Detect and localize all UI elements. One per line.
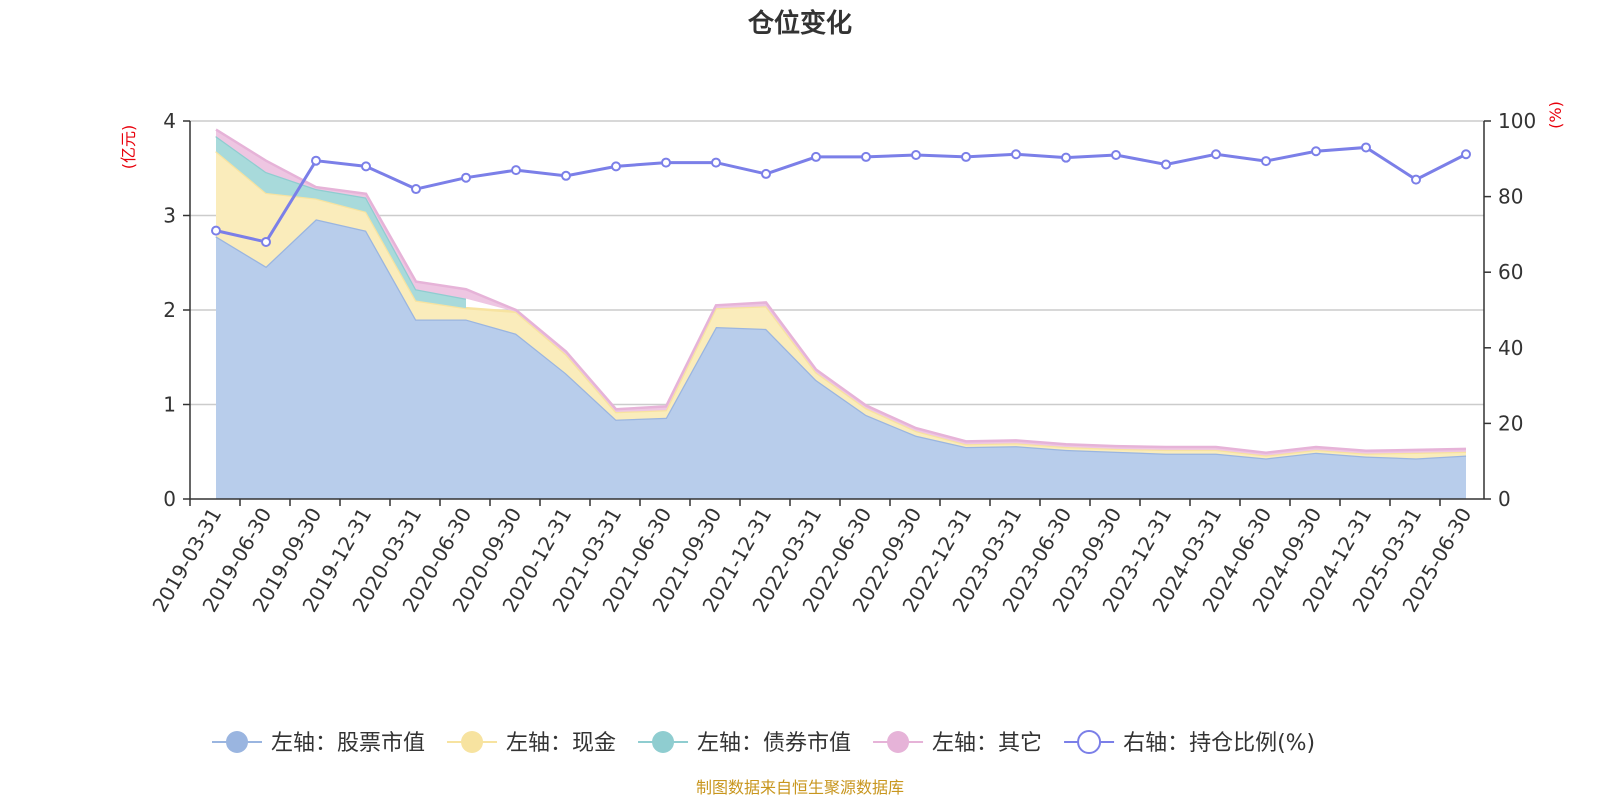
axes: [183, 120, 1491, 506]
ratio-point: [1011, 149, 1021, 160]
legend-item-0: 左轴：股票市值: [212, 731, 425, 756]
right-tick-label: 60: [1498, 260, 1523, 284]
left-tick-label: 3: [163, 204, 176, 228]
legend: 左轴：股票市值 左轴：现金 左轴：债券市值 左轴：其它 右轴：持仓比例(%): [212, 730, 1315, 756]
ratio-point: [361, 161, 371, 172]
right-tick-label: 40: [1498, 336, 1523, 360]
legend-swatch-marker: [1077, 730, 1102, 754]
legend-label: 左轴：其它: [932, 731, 1042, 756]
ratio-point: [711, 157, 721, 168]
area-2: [216, 136, 466, 309]
area-1: [216, 151, 1466, 459]
ratio-point: [1061, 152, 1071, 163]
left-axis-ticks: 0 1 2 3 4: [163, 109, 176, 511]
legend-label: 左轴：现金: [506, 731, 616, 756]
legend-label: 右轴：持仓比例(%): [1123, 731, 1315, 756]
ratio-point: [411, 184, 421, 195]
ratio-point: [261, 236, 271, 247]
x-axis-ticks: 2019-03-312019-06-302019-09-302019-12-31…: [147, 504, 1476, 617]
chart-title: 仓位变化: [747, 8, 852, 39]
legend-swatch-marker: [652, 731, 675, 753]
area-3: [216, 129, 1466, 456]
left-tick-label: 4: [163, 109, 176, 133]
ratio-point: [211, 225, 221, 236]
ratio-point: [1261, 156, 1271, 167]
ratio-point: [1111, 150, 1121, 161]
ratio-point: [561, 170, 571, 181]
legend-item-4: 右轴：持仓比例(%): [1064, 730, 1315, 756]
legend-swatch-marker: [461, 731, 484, 753]
ratio-point: [461, 172, 471, 183]
right-tick-label: 100: [1498, 109, 1536, 133]
ratio-point: [1361, 142, 1371, 153]
ratio-point: [811, 151, 821, 162]
ratio-point: [911, 150, 921, 161]
ratio-point: [961, 151, 971, 162]
legend-item-2: 左轴：债券市值: [638, 731, 851, 756]
ratio-point: [1211, 149, 1221, 160]
ratio-point: [311, 155, 321, 166]
legend-item-3: 左轴：其它: [873, 731, 1042, 756]
stacked-areas: [215, 128, 1467, 499]
left-tick-label: 1: [163, 393, 176, 417]
ratio-point: [861, 151, 871, 162]
left-tick-label: 0: [163, 487, 176, 511]
ratio-point: [1461, 149, 1471, 160]
legend-item-1: 左轴：现金: [447, 731, 616, 756]
right-axis-unit: (%): [1546, 101, 1565, 129]
left-tick-label: 2: [163, 298, 176, 322]
right-tick-label: 20: [1498, 411, 1523, 435]
ratio-point: [511, 165, 521, 176]
right-tick-label: 80: [1498, 185, 1523, 209]
right-tick-label: 0: [1498, 487, 1511, 511]
ratio-point: [761, 168, 771, 179]
legend-label: 左轴：股票市值: [271, 731, 425, 756]
ratio-line-path: [215, 145, 1467, 244]
area-edge-3: [215, 128, 1467, 454]
ratio-point: [1311, 146, 1321, 157]
area-0: [216, 219, 1466, 499]
legend-swatch-marker: [226, 731, 248, 753]
data-source-note: 制图数据来自恒生聚源数据库: [696, 778, 904, 797]
legend-label: 左轴：债券市值: [697, 731, 851, 756]
left-axis-unit: (亿元): [119, 125, 138, 170]
ratio-point: [611, 161, 621, 172]
legend-swatch-marker: [887, 731, 910, 753]
ratio-line: [211, 142, 1471, 247]
right-axis-ticks: 0 20 40 60 80 100: [1498, 109, 1536, 511]
ratio-point: [1161, 159, 1171, 170]
ratio-point: [661, 157, 671, 168]
ratio-point: [1411, 174, 1421, 185]
